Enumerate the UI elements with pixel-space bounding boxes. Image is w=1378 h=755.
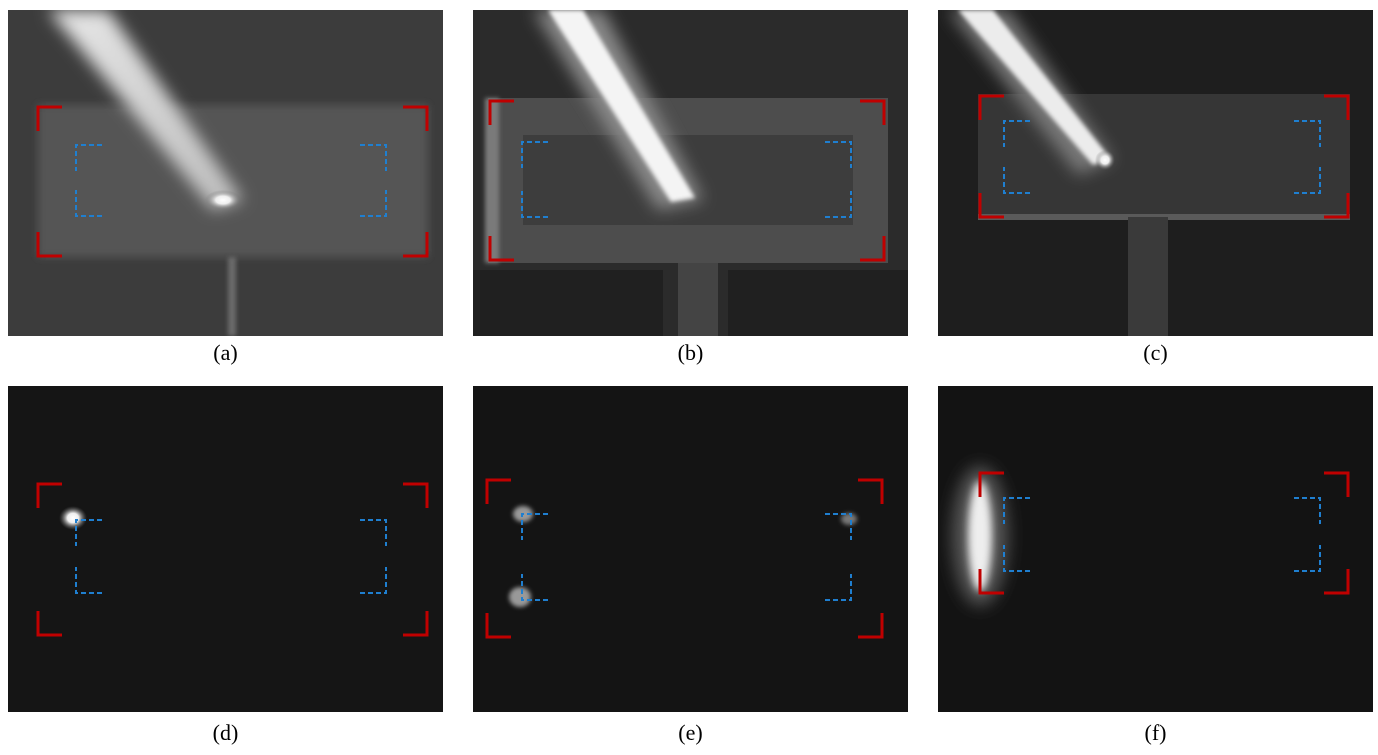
edge (485, 98, 499, 263)
image-panel (8, 10, 443, 336)
panel-caption: (f) (1145, 720, 1167, 745)
stem (228, 257, 236, 336)
image-panel (8, 386, 443, 712)
image-panel (473, 386, 908, 712)
figure: (a) (b) (c) (d) (e) (f) (0, 0, 1378, 755)
background (8, 386, 443, 712)
panel-caption: (e) (678, 720, 702, 745)
dark-zone (473, 270, 663, 336)
hotspot (59, 506, 87, 530)
hotspot (205, 190, 241, 210)
hotspot (509, 587, 531, 607)
image-panel (938, 10, 1373, 336)
dark-zone (728, 270, 908, 336)
stem (678, 263, 718, 336)
panel-caption: (c) (1143, 340, 1167, 365)
panel-caption: (d) (213, 720, 239, 745)
plate (38, 105, 428, 257)
panel-caption: (b) (678, 340, 704, 365)
stem (1128, 217, 1168, 336)
image-panel (473, 10, 908, 336)
image-panel (938, 386, 1373, 712)
hotspot (1095, 150, 1115, 170)
page: (a)(b)(c)(d)(e)(f) (() => { const data =… (0, 0, 1378, 755)
background (473, 386, 908, 712)
panel-caption: (a) (213, 340, 237, 365)
